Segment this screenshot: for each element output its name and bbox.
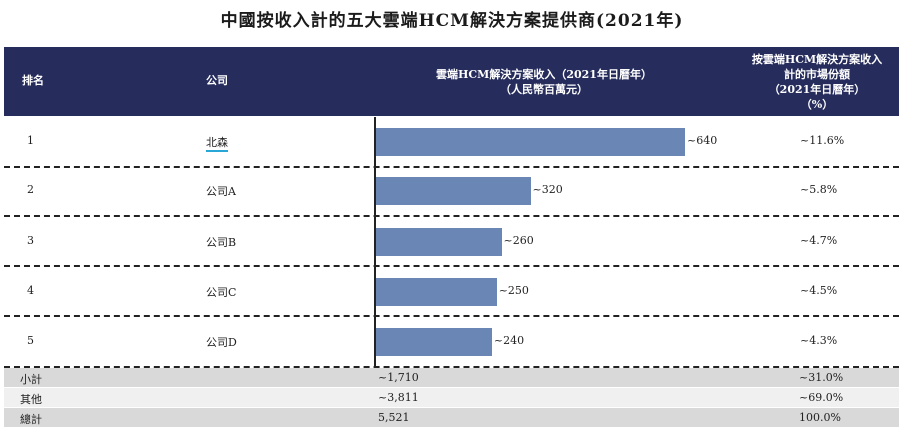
bar-axis-line <box>374 117 376 368</box>
summary-separator <box>4 407 899 408</box>
row-rank: 5 <box>27 334 34 347</box>
row-rank: 1 <box>27 134 34 147</box>
bar <box>376 177 531 205</box>
header-share-line4: （%） <box>800 98 834 111</box>
row-share: ~5.8% <box>800 183 838 196</box>
row-separator <box>4 166 899 168</box>
summary-row-others: 其他 ~3,811 ~69.0% <box>4 388 899 407</box>
row-separator <box>4 215 899 217</box>
header-share-line3: （2021年日曆年） <box>768 83 866 96</box>
summary-revenue: ~1,710 <box>378 371 419 384</box>
summary-share: ~31.0% <box>799 371 844 384</box>
row-company: 公司B <box>206 234 236 250</box>
bar-value-label: ~260 <box>503 234 534 247</box>
header-company: 公司 <box>206 74 228 87</box>
row-rank: 2 <box>27 183 34 196</box>
row-company-label: 公司D <box>206 336 237 349</box>
bar-value-label: ~240 <box>493 334 525 347</box>
summary-label: 小計 <box>20 373 42 386</box>
header-revenue-line1: 雲端HCM解決方案收入（2021年日曆年） <box>436 68 652 81</box>
row-company: 公司D <box>206 334 237 350</box>
row-share: ~4.3% <box>800 334 838 347</box>
row-company: 公司A <box>206 183 236 199</box>
row-rank: 4 <box>27 284 34 297</box>
row-separator <box>4 366 899 368</box>
row-share: ~4.5% <box>800 284 838 297</box>
row-company: 公司C <box>206 284 236 300</box>
bar-value-label: ~640 <box>687 134 718 147</box>
bar <box>376 128 685 156</box>
chart-title: 中國按收入計的五大雲端HCM解決方案提供商(2021年) <box>220 11 684 31</box>
header-share: 按雲端HCM解決方案收入 計的市場份額 （2021年日曆年） （%） <box>737 52 897 112</box>
header-share-line2: 計的市場份額 <box>784 68 850 81</box>
bar <box>376 278 497 306</box>
row-separator <box>4 265 899 267</box>
summary-row-subtotal: 小計 ~1,710 ~31.0% <box>4 368 899 387</box>
row-company-label: 公司A <box>206 185 236 198</box>
summary-share: 100.0% <box>799 411 841 424</box>
row-share: ~11.6% <box>800 134 845 147</box>
header-revenue: 雲端HCM解決方案收入（2021年日曆年） （人民幣百萬元） <box>394 67 694 97</box>
row-company-label: 公司B <box>206 236 237 249</box>
row-company: 北森 <box>206 134 228 152</box>
summary-separator <box>4 387 899 388</box>
summary-label: 總計 <box>20 413 42 426</box>
row-share: ~4.7% <box>800 234 838 247</box>
row-company-label: 公司C <box>206 286 237 299</box>
summary-label: 其他 <box>20 393 42 406</box>
header-share-line1: 按雲端HCM解決方案收入 <box>751 53 883 66</box>
bar <box>376 228 502 256</box>
bar-value-label: ~250 <box>498 284 529 297</box>
header-rank: 排名 <box>22 74 44 87</box>
row-company-label[interactable]: 北森 <box>206 136 228 152</box>
header-revenue-line2: （人民幣百萬元） <box>500 83 588 96</box>
summary-revenue: 5,521 <box>378 411 410 424</box>
bar <box>376 328 492 356</box>
row-rank: 3 <box>27 234 34 247</box>
table-header: 排名 公司 雲端HCM解決方案收入（2021年日曆年） （人民幣百萬元） 按雲端… <box>4 47 899 116</box>
summary-revenue: ~3,811 <box>378 391 419 404</box>
bar-value-label: ~320 <box>532 183 563 196</box>
summary-share: ~69.0% <box>799 391 844 404</box>
summary-row-total: 總計 5,521 100.0% <box>4 408 899 427</box>
row-separator <box>4 315 899 317</box>
